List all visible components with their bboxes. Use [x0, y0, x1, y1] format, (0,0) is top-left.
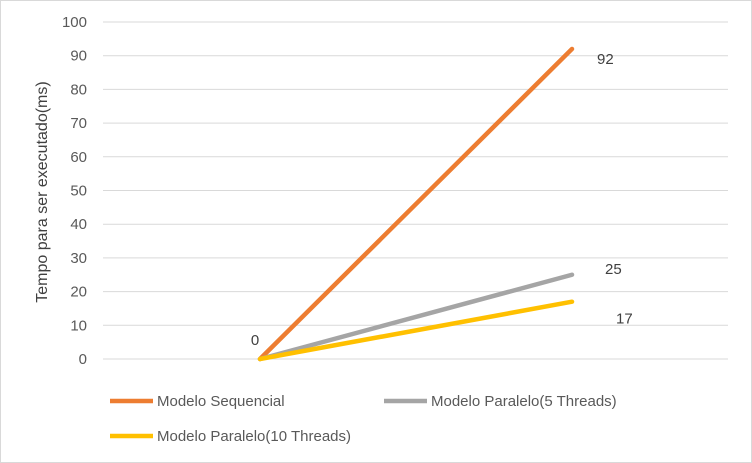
series-line-3 — [257, 299, 575, 362]
data-label-2-2: 25 — [605, 261, 622, 278]
data-label-1-1: 0 — [251, 332, 259, 349]
y-tick-label-100: 100 — [62, 14, 87, 31]
series-lines — [257, 46, 575, 362]
y-tick-label-80: 80 — [70, 81, 87, 98]
legend-label-2: Modelo Paralelo(5 Threads) — [431, 393, 617, 410]
y-axis-label: Tempo para ser executado(ms) — [34, 81, 51, 302]
y-axis-ticks: 0 10 20 30 40 50 60 70 80 90 100 — [62, 14, 87, 368]
y-tick-label-70: 70 — [70, 115, 87, 132]
y-tick-label-20: 20 — [70, 284, 87, 301]
y-tick-label-10: 10 — [70, 317, 87, 334]
y-tick-label-40: 40 — [70, 216, 87, 233]
y-tick-label-60: 60 — [70, 149, 87, 166]
gridlines — [103, 21, 728, 360]
y-tick-label-0: 0 — [79, 351, 87, 368]
y-tick-label-90: 90 — [70, 48, 87, 65]
y-tick-label-30: 30 — [70, 250, 87, 267]
legend-label-1: Modelo Sequencial — [157, 393, 285, 410]
y-tick-label-50: 50 — [70, 183, 87, 200]
legend: Modelo Sequencial Modelo Paralelo(5 Threa… — [110, 393, 617, 445]
data-label-3-2: 17 — [616, 311, 633, 328]
data-labels: 0 92 25 17 — [251, 51, 633, 349]
series-line-1 — [257, 46, 575, 362]
data-label-1-2: 92 — [597, 51, 614, 68]
series-line-2 — [257, 272, 575, 362]
legend-label-3: Modelo Paralelo(10 Threads) — [157, 428, 351, 445]
